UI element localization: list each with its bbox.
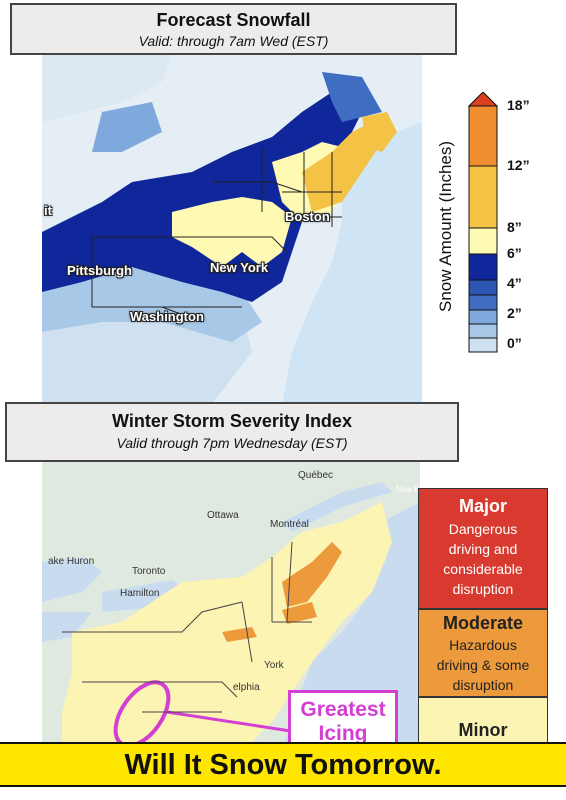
city-label-boston: Boston <box>285 209 330 224</box>
banner-text: Will It Snow Tomorrow. <box>124 749 442 781</box>
severity-major-desc-3: considerable <box>443 561 523 577</box>
severity-moderate-desc-1: Hazardous <box>449 637 517 653</box>
severity-subtitle: Valid through 7pm Wednesday (EST) <box>116 435 348 451</box>
legend-tick-0: 0” <box>507 335 522 351</box>
place-label-hamilton: Hamilton <box>120 588 160 599</box>
severity-minor-box: Minor <box>418 697 548 747</box>
severity-moderate-label: Moderate <box>442 613 523 633</box>
place-label-philadelphia: elphia <box>233 682 260 693</box>
city-label-detroit-fragment: it <box>44 203 52 218</box>
severity-moderate-desc-2: driving & some <box>436 657 530 673</box>
severity-major-box: Major Dangerous driving and considerable… <box>418 488 548 609</box>
city-label-pittsburgh: Pittsburgh <box>67 263 132 278</box>
severity-major-desc-4: disruption <box>452 581 514 597</box>
legend-title-wrap: Snow Amount (Inches) <box>436 112 460 352</box>
title-banner: Will It Snow Tomorrow. <box>0 742 566 787</box>
severity-major-desc-2: driving and <box>448 541 518 557</box>
legend-tick-18: 18” <box>507 97 530 113</box>
legend-tick-2: 2” <box>507 305 522 321</box>
severity-title: Winter Storm Severity Index <box>112 411 352 431</box>
severity-moderate-box: Moderate Hazardous driving & some disrup… <box>418 609 548 697</box>
snowfall-subtitle: Valid: through 7am Wed (EST) <box>138 33 329 49</box>
place-label-toronto: Toronto <box>132 566 166 577</box>
legend-tick-4: 4” <box>507 275 522 291</box>
place-label-montreal: Montréal <box>270 519 309 530</box>
snowfall-title-box: Forecast Snowfall Valid: through 7am Wed… <box>10 3 457 55</box>
severity-minor-label: Minor <box>458 720 508 740</box>
city-label-new-york: New York <box>210 260 269 275</box>
bottom-strip <box>0 787 566 800</box>
severity-moderate-desc-3: disruption <box>452 677 514 693</box>
severity-map <box>42 462 420 752</box>
legend-title: Snow Amount (Inches) <box>436 140 455 312</box>
severity-title-box: Winter Storm Severity Index Valid throug… <box>5 402 459 462</box>
legend-tick-12: 12” <box>507 157 530 173</box>
place-label-ottawa: Ottawa <box>207 510 239 521</box>
place-label-new-brunswick: New B <box>396 485 420 494</box>
snow-legend-bar <box>467 92 499 353</box>
severity-major-label: Major <box>458 496 507 516</box>
city-label-washington: Washington <box>130 309 204 324</box>
severity-major-desc-1: Dangerous <box>448 521 518 537</box>
place-label-quebec: Québec <box>298 470 334 481</box>
snowfall-title: Forecast Snowfall <box>156 10 311 30</box>
place-label-lake-huron: ake Huron <box>48 556 95 567</box>
icing-annotation: Greatest Icing <box>288 690 398 750</box>
icing-annotation-line2: Icing <box>318 722 368 745</box>
legend-tick-8: 8” <box>507 219 522 235</box>
place-label-york: York <box>264 660 284 671</box>
icing-annotation-line1: Greatest <box>300 698 386 721</box>
snowfall-map <box>42 52 422 404</box>
legend-tick-6: 6” <box>507 245 522 261</box>
